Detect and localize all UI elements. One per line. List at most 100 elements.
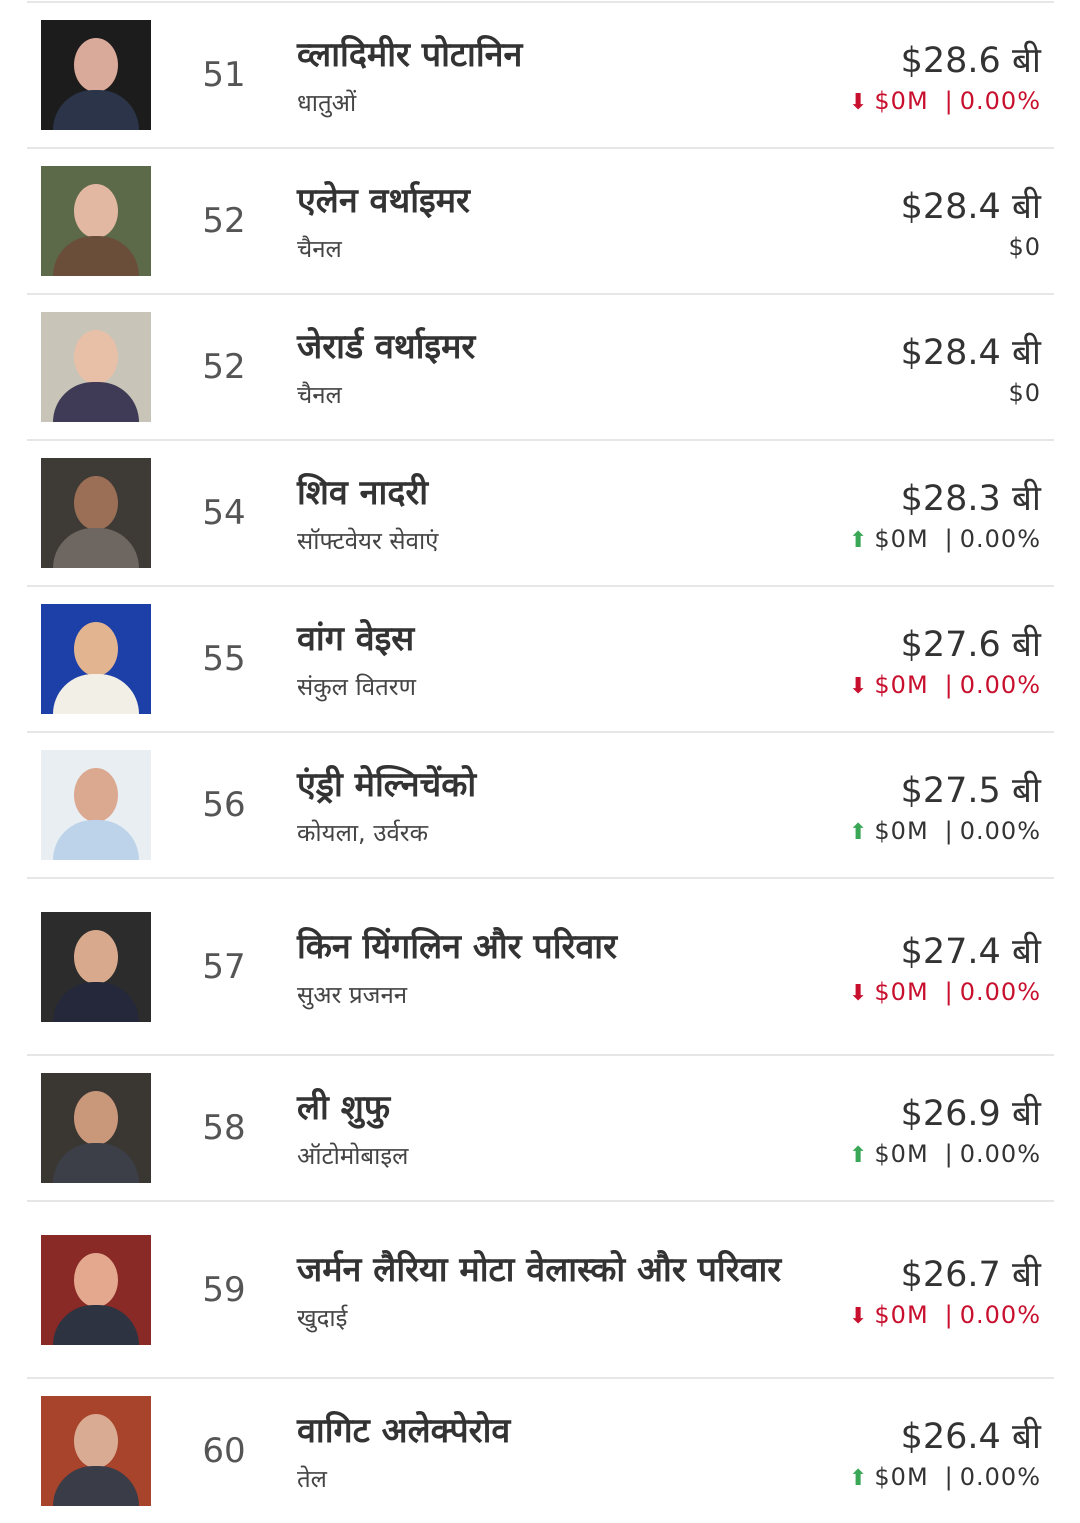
net-worth-change: ⬇ $0M | 0.00% xyxy=(849,978,1041,1006)
avatar xyxy=(41,750,151,860)
divider: | xyxy=(944,86,954,115)
arrow-down-icon: ⬇ xyxy=(848,89,869,115)
change-amount: $0M xyxy=(874,816,929,845)
change-amount: $0M xyxy=(874,86,929,115)
arrow-up-icon: ⬆ xyxy=(848,1142,869,1168)
net-worth-change: ⬆ $0M | 0.00% xyxy=(849,1463,1041,1491)
change-percent: 0.00% xyxy=(959,524,1041,553)
change-percent: 0.00% xyxy=(959,1462,1041,1491)
change-amount: $0M xyxy=(874,1462,929,1491)
industry: सॉफ्टवेयर सेवाएं xyxy=(297,527,439,555)
net-worth: $26.9 बी xyxy=(900,1093,1041,1134)
list-item[interactable]: 58 ली शुफु ऑटोमोबाइल $26.9 बी ⬆ $0M | 0.00% xyxy=(27,1054,1054,1200)
rank: 56 xyxy=(202,785,246,825)
net-worth-change: ⬇ $0M | 0.00% xyxy=(849,1301,1041,1329)
net-worth: $27.6 बी xyxy=(900,624,1041,665)
person-name[interactable]: एलेन वर्थाइमर xyxy=(297,181,470,221)
list-item[interactable]: 54 शिव नादरी सॉफ्टवेयर सेवाएं $28.3 बी ⬆… xyxy=(27,439,1054,585)
avatar xyxy=(41,1234,151,1345)
list-item[interactable]: 59 जर्मन लैरिया मोटा वेलास्को और परिवार … xyxy=(27,1200,1054,1377)
divider: | xyxy=(944,670,954,699)
avatar xyxy=(41,1396,151,1506)
rank: 57 xyxy=(202,946,246,987)
industry: ऑटोमोबाइल xyxy=(297,1142,409,1170)
person-name[interactable]: ली शुफु xyxy=(297,1088,391,1128)
rank: 54 xyxy=(202,493,246,533)
net-worth: $26.4 बी xyxy=(900,1416,1041,1457)
billionaires-list: 51 व्लादिमीर पोटानिन धातुओं $28.6 बी ⬇ $0… xyxy=(27,1,1054,1523)
net-worth: $27.4 बी xyxy=(900,932,1041,972)
change-percent: 0.00% xyxy=(959,1301,1041,1329)
change-amount: $0M xyxy=(874,978,929,1006)
rank: 58 xyxy=(202,1108,246,1148)
net-worth: $28.6 बी xyxy=(900,40,1041,81)
arrow-up-icon: ⬆ xyxy=(848,527,869,553)
list-item[interactable]: 51 व्लादिमीर पोटानिन धातुओं $28.6 बी ⬇ $0… xyxy=(27,1,1054,147)
avatar xyxy=(41,20,151,130)
change-percent: 0.00% xyxy=(959,86,1041,115)
avatar xyxy=(41,1073,151,1183)
person-name[interactable]: शिव नादरी xyxy=(297,473,429,513)
industry: तेल xyxy=(297,1465,327,1493)
industry: खुदाई xyxy=(297,1303,348,1332)
change-amount: $0M xyxy=(874,1301,929,1329)
net-worth-change: ⬇ $0M | 0.00% xyxy=(849,671,1041,699)
divider: | xyxy=(944,816,954,845)
net-worth: $26.7 बी xyxy=(900,1255,1041,1295)
divider: | xyxy=(944,1139,954,1168)
industry: सुअर प्रजनन xyxy=(297,980,408,1009)
divider: | xyxy=(944,1301,954,1329)
industry: धातुओं xyxy=(297,89,357,117)
arrow-down-icon: ⬇ xyxy=(848,1304,869,1329)
change-percent: 0.00% xyxy=(959,1139,1041,1168)
arrow-up-icon: ⬆ xyxy=(848,819,869,845)
industry: संकुल वितरण xyxy=(297,673,416,701)
list-item[interactable]: 52 एलेन वर्थाइमर चैनल $28.4 बी $0 xyxy=(27,147,1054,293)
industry: चैनल xyxy=(297,381,342,409)
person-name[interactable]: एंड्री मेल्निचेंको xyxy=(297,765,477,805)
rank: 55 xyxy=(202,639,246,679)
arrow-down-icon: ⬇ xyxy=(848,673,869,699)
change-percent: 0.00% xyxy=(959,978,1041,1006)
list-item[interactable]: 55 वांग वेइस संकुल वितरण $27.6 बी ⬇ $0M | 0… xyxy=(27,585,1054,731)
net-worth: $27.5 बी xyxy=(900,770,1041,811)
person-name[interactable]: वागिट अलेक्पेरोव xyxy=(297,1411,511,1451)
net-worth-change: $0 xyxy=(901,233,1041,261)
person-name[interactable]: किन यिंगलिन और परिवार xyxy=(297,926,618,967)
avatar xyxy=(41,166,151,276)
rank: 59 xyxy=(202,1269,246,1310)
avatar xyxy=(41,458,151,568)
industry: चैनल xyxy=(297,235,342,263)
rank: 60 xyxy=(202,1431,246,1471)
rank: 52 xyxy=(202,201,246,241)
net-worth: $28.3 बी xyxy=(900,478,1041,519)
list-item[interactable]: 52 जेरार्ड वर्थाइमर चैनल $28.4 बी $0 xyxy=(27,293,1054,439)
arrow-down-icon: ⬇ xyxy=(848,981,869,1006)
list-item[interactable]: 56 एंड्री मेल्निचेंको कोयला, उर्वरक $27.… xyxy=(27,731,1054,877)
divider: | xyxy=(944,524,954,553)
change-amount: $0M xyxy=(874,524,929,553)
net-worth-change: ⬆ $0M | 0.00% xyxy=(849,817,1041,845)
change-amount: $0M xyxy=(874,1139,929,1168)
change-amount: $0 xyxy=(1008,232,1041,261)
net-worth-change: $0 xyxy=(901,379,1041,407)
net-worth-change: ⬆ $0M | 0.00% xyxy=(849,1140,1041,1168)
list-item[interactable]: 60 वागिट अलेक्पेरोव तेल $26.4 बी ⬆ $0M | 0.… xyxy=(27,1377,1054,1523)
net-worth-change: ⬇ $0M | 0.00% xyxy=(849,87,1041,115)
person-name[interactable]: वांग वेइस xyxy=(297,619,415,659)
list-item[interactable]: 57 किन यिंगलिन और परिवार सुअर प्रजनन $27… xyxy=(27,877,1054,1054)
divider: | xyxy=(944,978,954,1006)
avatar xyxy=(41,604,151,714)
change-percent: 0.00% xyxy=(959,670,1041,699)
change-amount: $0 xyxy=(1008,378,1041,407)
net-worth: $28.4 बी xyxy=(900,332,1041,373)
net-worth: $28.4 बी xyxy=(900,186,1041,227)
arrow-up-icon: ⬆ xyxy=(848,1465,869,1491)
industry: कोयला, उर्वरक xyxy=(297,819,429,847)
person-name[interactable]: व्लादिमीर पोटानिन xyxy=(297,35,523,75)
change-amount: $0M xyxy=(874,670,929,699)
person-name[interactable]: जेरार्ड वर्थाइमर xyxy=(297,327,476,367)
person-name[interactable]: जर्मन लैरिया मोटा वेलास्को और परिवार xyxy=(297,1249,782,1290)
net-worth-change: ⬆ $0M | 0.00% xyxy=(849,525,1041,553)
avatar xyxy=(41,911,151,1022)
